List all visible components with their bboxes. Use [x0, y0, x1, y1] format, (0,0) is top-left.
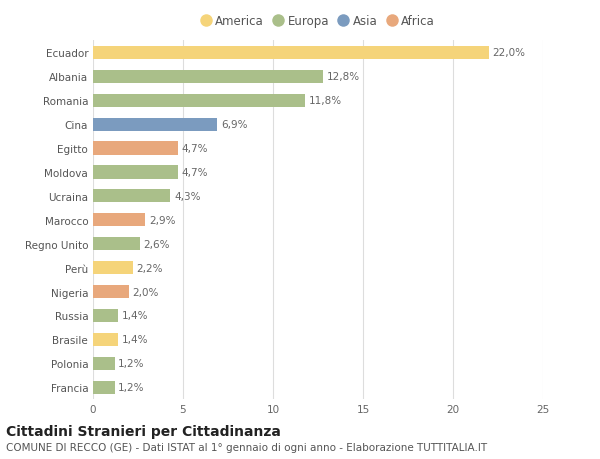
Bar — [93, 118, 217, 131]
Text: 4,7%: 4,7% — [181, 144, 208, 154]
Text: 2,6%: 2,6% — [143, 239, 170, 249]
Bar — [93, 142, 178, 155]
Text: 11,8%: 11,8% — [309, 96, 342, 106]
Text: 2,0%: 2,0% — [133, 287, 159, 297]
Bar — [93, 71, 323, 84]
Text: 1,4%: 1,4% — [122, 335, 148, 345]
Bar — [93, 285, 129, 298]
Bar — [93, 381, 115, 394]
Bar — [93, 333, 118, 346]
Bar — [93, 166, 178, 179]
Text: 6,9%: 6,9% — [221, 120, 247, 130]
Bar — [93, 357, 115, 370]
Bar — [93, 95, 305, 107]
Legend: America, Europa, Asia, Africa: America, Europa, Asia, Africa — [197, 12, 439, 32]
Text: 1,4%: 1,4% — [122, 311, 148, 321]
Text: 4,3%: 4,3% — [174, 191, 200, 202]
Bar — [93, 47, 489, 60]
Text: 22,0%: 22,0% — [493, 48, 526, 58]
Bar — [93, 309, 118, 322]
Bar — [93, 190, 170, 203]
Bar — [93, 262, 133, 274]
Text: 4,7%: 4,7% — [181, 168, 208, 178]
Text: 2,2%: 2,2% — [136, 263, 163, 273]
Bar — [93, 238, 140, 251]
Text: 12,8%: 12,8% — [327, 72, 360, 82]
Text: COMUNE DI RECCO (GE) - Dati ISTAT al 1° gennaio di ogni anno - Elaborazione TUTT: COMUNE DI RECCO (GE) - Dati ISTAT al 1° … — [6, 442, 487, 452]
Text: Cittadini Stranieri per Cittadinanza: Cittadini Stranieri per Cittadinanza — [6, 425, 281, 438]
Text: 2,9%: 2,9% — [149, 215, 175, 225]
Bar — [93, 214, 145, 227]
Text: 1,2%: 1,2% — [118, 382, 145, 392]
Text: 1,2%: 1,2% — [118, 358, 145, 369]
